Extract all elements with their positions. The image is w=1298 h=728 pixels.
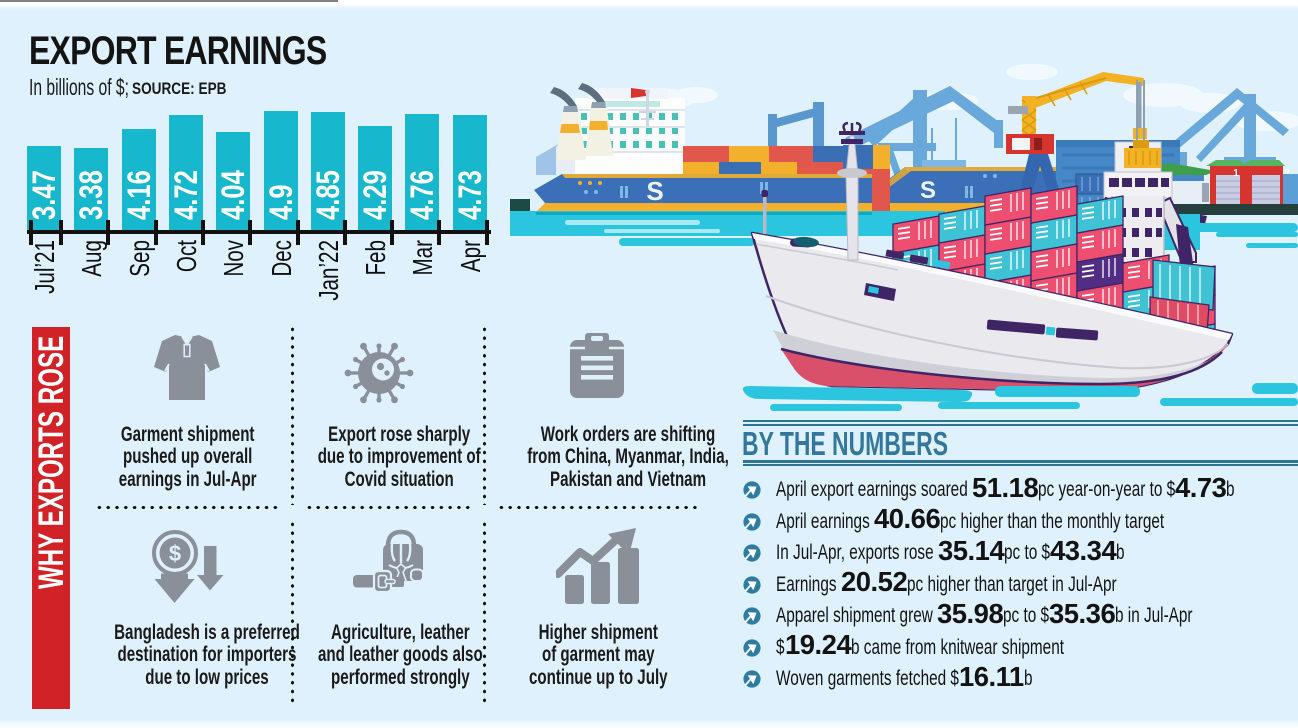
svg-text:1: 1 [1233, 168, 1239, 179]
svg-text:S: S [646, 176, 663, 206]
svg-text:2: 2 [1284, 168, 1290, 179]
svg-text:$: $ [169, 541, 181, 566]
svg-text:S: S [920, 177, 936, 204]
